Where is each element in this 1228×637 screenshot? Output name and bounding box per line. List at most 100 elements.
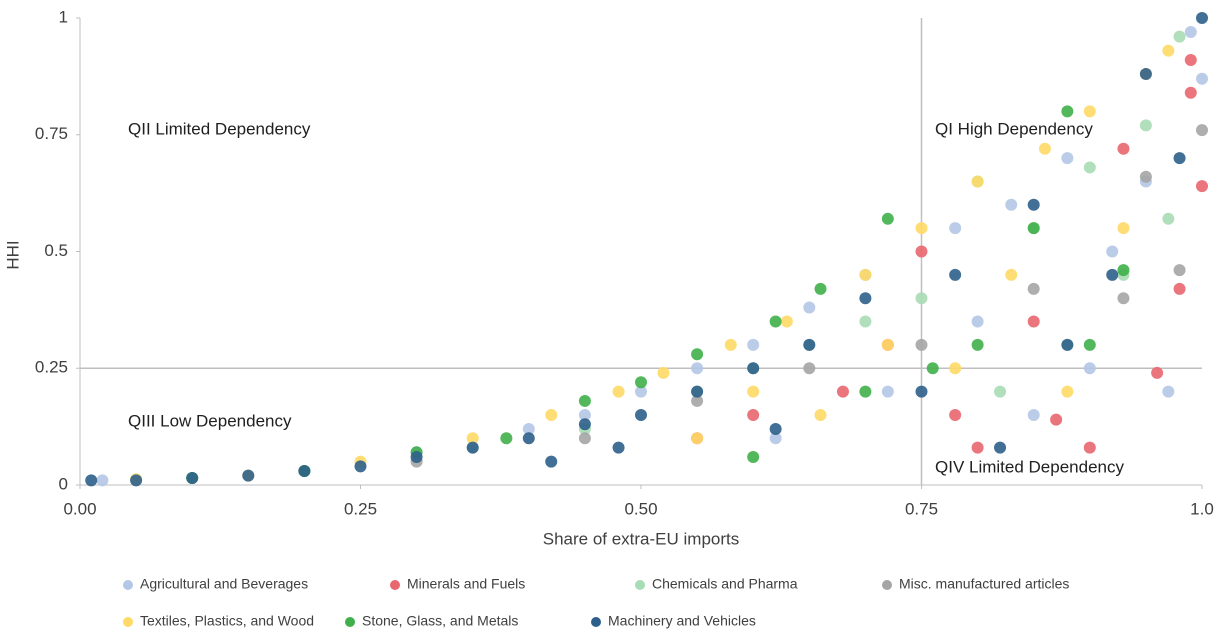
- point: [1061, 105, 1074, 118]
- point: [915, 338, 928, 351]
- point: [1061, 385, 1074, 398]
- point: [691, 432, 704, 445]
- legend-swatch: [345, 617, 355, 627]
- point: [1173, 30, 1186, 43]
- legend-swatch: [635, 580, 645, 590]
- point: [881, 338, 894, 351]
- point: [1196, 124, 1208, 137]
- point: [500, 432, 513, 445]
- point: [635, 408, 647, 421]
- point: [1005, 268, 1018, 281]
- point: [578, 394, 591, 407]
- point: [836, 385, 849, 398]
- annotation: QIII Low Dependency: [128, 411, 292, 430]
- point: [780, 315, 793, 328]
- point: [1184, 26, 1197, 39]
- point: [578, 418, 591, 431]
- point: [1173, 282, 1186, 295]
- legend-label: Textiles, Plastics, and Wood: [140, 613, 314, 629]
- legend: Agricultural and Beverages Minerals and F…: [123, 576, 1069, 629]
- point: [859, 292, 872, 305]
- point: [635, 376, 647, 389]
- point: [814, 408, 827, 421]
- point: [881, 385, 894, 398]
- point: [1151, 366, 1164, 379]
- point: [1050, 413, 1063, 426]
- point: [1083, 161, 1096, 174]
- point: [1083, 338, 1096, 351]
- point: [881, 212, 894, 225]
- point: [949, 268, 962, 281]
- point: [1038, 142, 1051, 155]
- x-tick-label: 0.50: [624, 499, 657, 518]
- legend-swatch: [123, 617, 133, 627]
- point: [96, 474, 109, 487]
- point: [1083, 105, 1096, 118]
- point: [859, 385, 872, 398]
- point: [1117, 264, 1130, 277]
- point: [949, 222, 962, 235]
- point: [691, 385, 704, 398]
- point: [466, 432, 479, 445]
- point: [971, 441, 984, 454]
- point: [769, 432, 782, 445]
- point: [1027, 198, 1040, 211]
- point: [1162, 385, 1175, 398]
- point: [1005, 198, 1018, 211]
- x-axis-label: Share of extra-EU imports: [543, 529, 740, 548]
- annotation: QI High Dependency: [935, 119, 1093, 138]
- point: [1027, 408, 1040, 421]
- y-tick-label: 0: [59, 474, 68, 493]
- legend-label: Agricultural and Beverages: [140, 576, 308, 592]
- point: [724, 338, 737, 351]
- point: [691, 348, 704, 361]
- legend-swatch: [591, 617, 601, 627]
- point: [1139, 68, 1152, 81]
- point: [915, 222, 928, 235]
- point: [1173, 152, 1186, 165]
- point: [1083, 362, 1096, 375]
- point: [1184, 54, 1197, 67]
- point: [747, 408, 760, 421]
- legend-label: Minerals and Fuels: [407, 576, 525, 592]
- point: [747, 385, 760, 398]
- point: [691, 394, 704, 407]
- point: [186, 471, 199, 484]
- x-tick-label: 0.25: [344, 499, 377, 518]
- point: [803, 301, 816, 314]
- point: [1196, 12, 1208, 24]
- point: [994, 441, 1007, 454]
- point: [971, 175, 984, 188]
- x-tick-label: 0.75: [905, 499, 938, 518]
- point: [859, 315, 872, 328]
- point: [1027, 315, 1040, 328]
- point: [1184, 86, 1197, 99]
- point: [747, 450, 760, 463]
- point: [1027, 282, 1040, 295]
- point: [994, 385, 1007, 398]
- point: [522, 432, 535, 445]
- point: [612, 441, 625, 454]
- point: [545, 408, 558, 421]
- point: [1117, 222, 1130, 235]
- legend-label: Chemicals and Pharma: [652, 576, 798, 592]
- point: [1196, 180, 1208, 193]
- point: [971, 315, 984, 328]
- point: [1117, 142, 1130, 155]
- point: [1139, 170, 1152, 183]
- point: [1061, 338, 1074, 351]
- point: [1106, 245, 1119, 258]
- point: [1162, 44, 1175, 57]
- point: [971, 338, 984, 351]
- point: [814, 282, 827, 295]
- point: [1117, 292, 1130, 305]
- point: [298, 464, 311, 477]
- point: [1139, 119, 1152, 132]
- point: [354, 460, 367, 473]
- y-axis-label: HHI: [3, 240, 22, 269]
- point: [859, 268, 872, 281]
- annotation: QIV Limited Dependency: [935, 457, 1124, 476]
- x-tick-label: 0.00: [63, 499, 96, 518]
- point: [578, 408, 591, 421]
- point: [747, 362, 760, 375]
